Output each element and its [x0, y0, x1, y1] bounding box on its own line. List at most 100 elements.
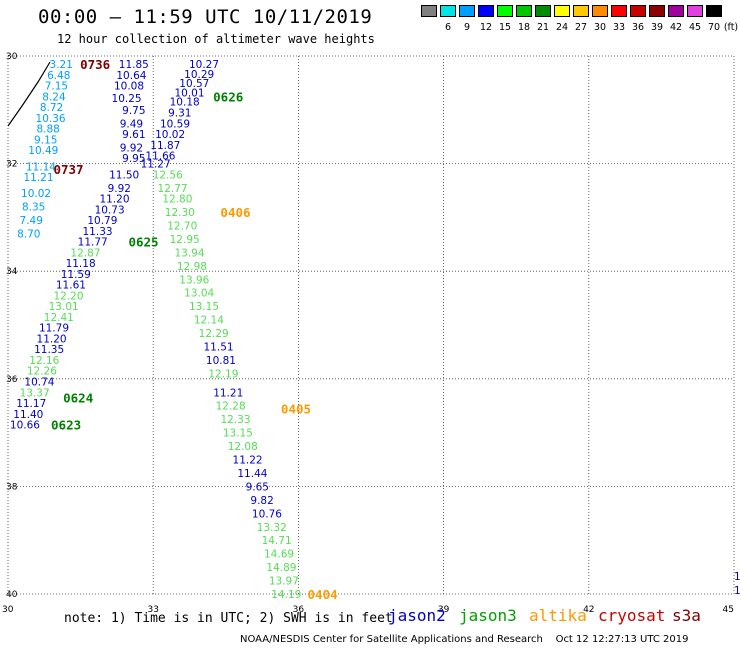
wave-height-label: 13.15: [189, 301, 219, 313]
legend-swatch: [459, 5, 475, 17]
map-subtitle: 12 hour collection of altimeter wave hei…: [57, 32, 375, 46]
x-tick-label: 36: [293, 605, 305, 615]
wave-height-label: 12.20: [53, 290, 83, 302]
satellite-legend-s3a: s3a: [672, 606, 701, 625]
wave-height-label: 11.27: [141, 159, 171, 171]
wave-height-label: 8.88: [36, 124, 59, 136]
legend-label: 42: [669, 22, 683, 33]
y-tick-label: 38: [6, 482, 18, 492]
x-tick-label: 45: [723, 605, 734, 615]
map-grid: [7, 55, 735, 595]
y-tick-label: 30: [6, 52, 18, 62]
wave-height-label: 9.61: [122, 129, 145, 141]
x-tick-label: 39: [438, 605, 450, 615]
wave-height-label: 12.16: [29, 355, 59, 367]
wave-height-label: 10.25: [112, 93, 142, 105]
legend-swatch: [497, 5, 513, 17]
wave-height-label: 13.94: [174, 247, 204, 259]
wave-height-label: 10.66: [10, 420, 40, 432]
legend-label: 30: [593, 22, 607, 33]
wave-height-label: 12.26: [27, 366, 57, 378]
legend-swatch: [687, 5, 703, 17]
wave-height-label: 13.97: [269, 576, 299, 588]
wave-height-label: 11.35: [34, 344, 64, 356]
legend-label: 18: [517, 22, 531, 33]
satellite-legend-cryosat: cryosat: [598, 606, 666, 625]
wave-height-label: 11.50: [109, 169, 139, 181]
coastline: [7, 61, 51, 127]
legend-swatch: [516, 5, 532, 17]
pass-label: 0405: [281, 401, 311, 416]
wave-height-label: 7.15: [45, 81, 68, 93]
wave-height-label: 10.36: [36, 113, 66, 125]
satellite-pass: 0404: [308, 587, 338, 602]
wave-height-label: 10.64: [116, 70, 146, 82]
legend-label: 39: [650, 22, 664, 33]
legend-label: 70: [707, 22, 721, 33]
wave-height-label: 10.59: [160, 118, 190, 130]
wave-height-label: 8.70: [17, 229, 40, 241]
legend-label: 12: [479, 22, 493, 33]
wave-height-label: 11.40: [13, 409, 43, 421]
wave-height-label: 11.21: [23, 172, 53, 184]
wave-height-label: 11.14: [26, 161, 56, 173]
pass-label: 0736: [80, 57, 110, 72]
legend-label: 15: [498, 22, 512, 33]
legend-label: 9: [463, 22, 471, 33]
wave-height-label: 9.92: [108, 183, 131, 195]
x-tick-label: 42: [583, 605, 594, 615]
x-tick-label: 33: [147, 605, 158, 615]
wave-height-label: 14.71: [262, 535, 292, 547]
legend-swatch: [421, 5, 437, 17]
legend-label: 27: [574, 22, 588, 33]
wave-height-label: 11.22: [233, 455, 263, 467]
wave-height-label: 7.49: [20, 215, 43, 227]
wave-height-label: 14.89: [266, 562, 296, 574]
wave-height-label: 11.87: [150, 140, 180, 152]
legend-label: 36: [631, 22, 645, 33]
wave-height-label: 12.33: [220, 414, 250, 426]
wave-height-label: 12.87: [70, 247, 100, 259]
wave-height-label: 11.61: [56, 280, 86, 292]
wave-height-label: 11.79: [39, 323, 69, 335]
wave-height-label: 9.75: [122, 105, 145, 117]
pass-label: 0737: [53, 162, 83, 177]
y-tick-label: 32: [6, 160, 17, 170]
legend-label: 33: [612, 22, 626, 33]
wave-height-label: 11.66: [145, 151, 175, 163]
wave-height-label: 11.33: [83, 226, 113, 238]
wave-height-label: 12.56: [153, 169, 183, 181]
legend-swatch: [592, 5, 608, 17]
y-tick-label: 34: [6, 267, 18, 277]
wave-height-label: 13.04: [184, 288, 214, 300]
wave-height-label: 11.59: [61, 269, 91, 281]
legend-swatch: [668, 5, 684, 17]
wave-height-label: 10.76: [252, 508, 282, 520]
legend-swatch: [611, 5, 627, 17]
wave-height-label: 10.73: [95, 204, 125, 216]
wave-height-label: 8.35: [22, 202, 45, 214]
edge-mark: 1: [734, 571, 740, 583]
wave-height-label: 8.72: [40, 102, 63, 114]
y-tick-label: 36: [6, 375, 18, 385]
axis-labels: 30 33 36 39 42 45 30 32 34 36 38 40: [2, 52, 734, 615]
legend-label: 24: [555, 22, 569, 33]
wave-height-label: 9.95: [122, 153, 145, 165]
wave-height-label: 13.96: [179, 274, 209, 286]
map-title: 00:00 — 11:59 UTC 10/11/2019: [38, 6, 373, 28]
wave-height-label: 11.18: [66, 258, 96, 270]
wave-height-label: 13.32: [257, 522, 287, 534]
satellite-pass: 10.2710.2910.5710.0110.189.3110.5910.021…: [141, 59, 244, 171]
wave-height-label: 10.74: [24, 376, 54, 388]
satellite-pass: 11.8510.6410.0810.259.759.499.619.929.95…: [78, 59, 149, 249]
wave-height-label: 10.27: [189, 59, 219, 71]
wave-height-label: 11.21: [213, 387, 243, 399]
wave-height-label: 11.20: [37, 333, 67, 345]
wave-height-label: 12.95: [170, 234, 200, 246]
legend-swatch: [573, 5, 589, 17]
